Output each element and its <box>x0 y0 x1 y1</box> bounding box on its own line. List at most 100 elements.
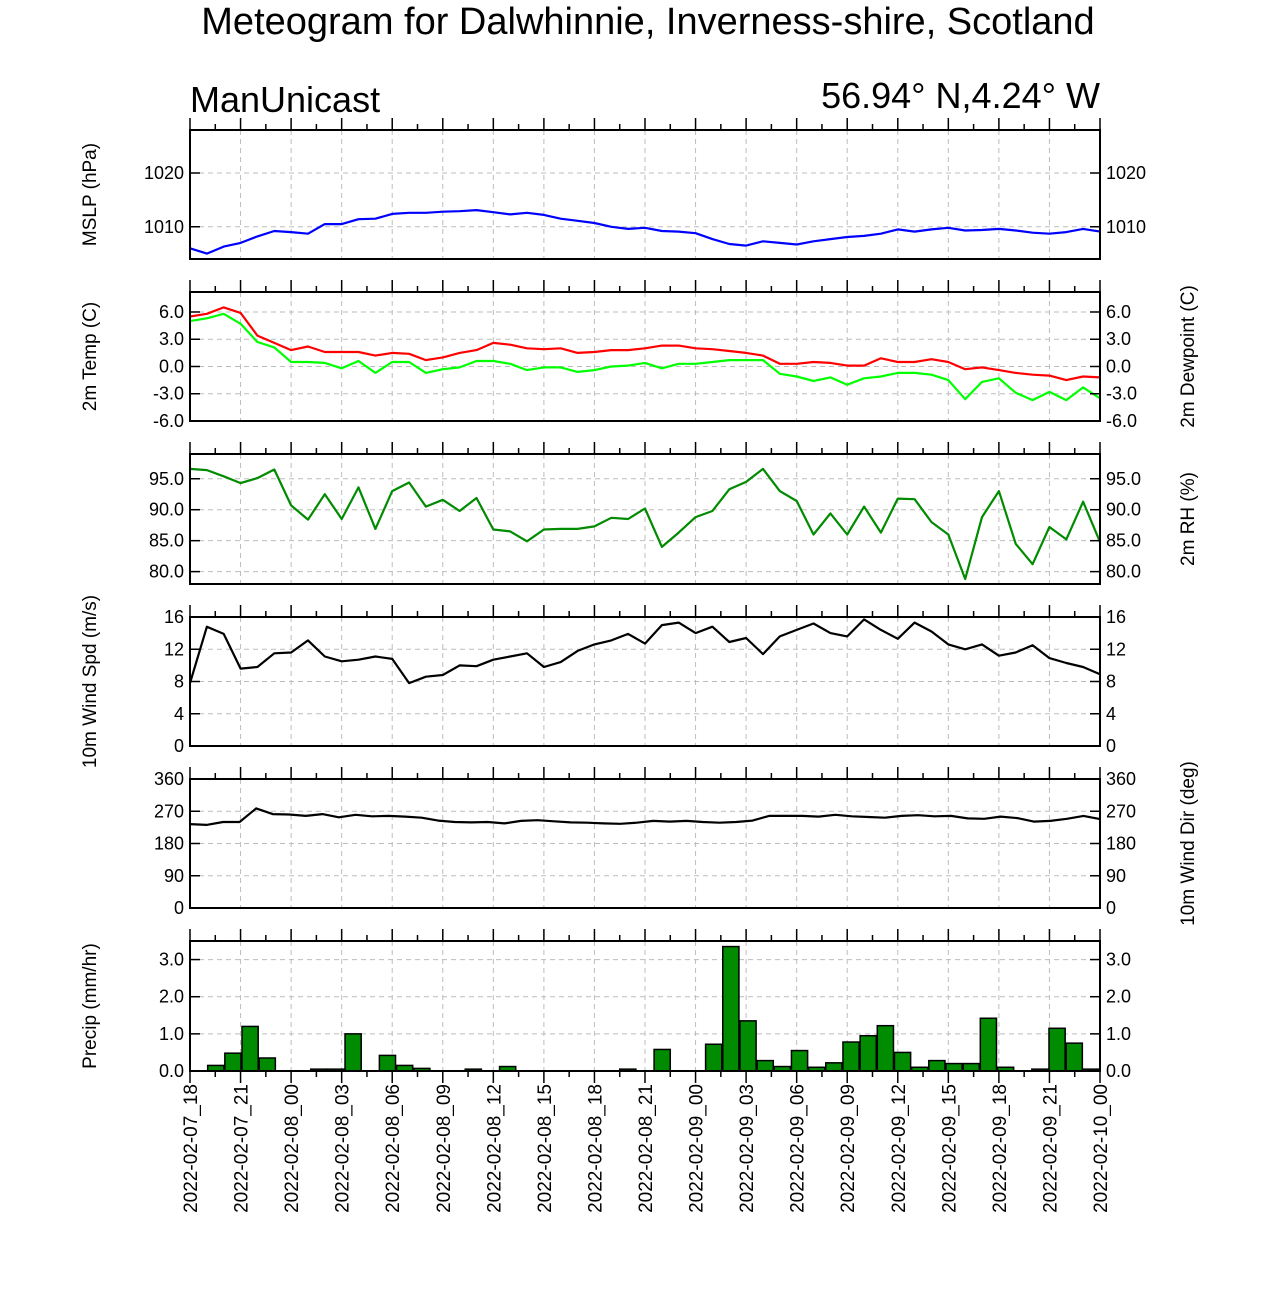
y-axis-label-right: 2m RH (%) <box>1178 472 1199 566</box>
precip-bar <box>842 1041 860 1072</box>
x-tick-label: 2022-02-09_03 <box>737 1084 758 1213</box>
x-tick-label: 2022-02-08_15 <box>535 1084 556 1213</box>
panel-frame <box>189 129 1101 260</box>
y-tick-label-right: 1010 <box>1106 217 1146 237</box>
y-tick-label-left: 16 <box>164 607 184 627</box>
precip-bar <box>945 1062 963 1072</box>
y-tick-label-left: 1.0 <box>159 1024 184 1044</box>
y-tick-label-left: 1020 <box>144 163 184 183</box>
x-tick-label: 2022-02-08_12 <box>484 1084 505 1213</box>
precip-bar <box>979 1017 998 1072</box>
y-tick-label-right: 1020 <box>1106 163 1146 183</box>
precip-bar <box>224 1052 242 1072</box>
series-line-2 <box>189 312 1101 402</box>
x-tick-label: 2022-02-08_21 <box>636 1084 657 1213</box>
y-tick-label-right: 0 <box>1106 898 1116 918</box>
precip-bar <box>344 1033 362 1072</box>
y-tick-label-left: 6.0 <box>159 302 184 322</box>
y-tick-label-left: 1010 <box>144 217 184 237</box>
series-line-1 <box>189 209 1101 255</box>
panel-frame <box>189 453 1101 585</box>
precip-bar <box>378 1054 397 1072</box>
x-tick-label: 2022-02-07_21 <box>232 1084 253 1213</box>
x-tick-label: 2022-02-08_00 <box>282 1084 303 1213</box>
series-line-1 <box>189 306 1101 382</box>
y-tick-label-right: 85.0 <box>1106 531 1141 551</box>
panel-frame <box>189 291 1101 422</box>
x-tick-label: 2022-02-09_21 <box>1040 1084 1061 1213</box>
y-tick-label-left: 360 <box>154 769 184 789</box>
precip-bar <box>876 1024 895 1072</box>
precip-bar <box>859 1034 878 1072</box>
y-tick-label-left: 80.0 <box>149 562 184 582</box>
y-axis-label-left: MSLP (hPa) <box>80 143 101 246</box>
precip-bar <box>241 1025 259 1072</box>
y-tick-label-left: 12 <box>164 639 184 659</box>
y-tick-label-left: 90.0 <box>149 500 184 520</box>
x-tick-label: 2022-02-09_12 <box>889 1084 910 1213</box>
y-tick-label-right: 0.0 <box>1106 356 1131 376</box>
y-tick-label-right: 8 <box>1106 672 1116 692</box>
x-tick-label: 2022-02-08_06 <box>383 1084 404 1213</box>
y-tick-label-left: 95.0 <box>149 469 184 489</box>
y-tick-label-right: 95.0 <box>1106 469 1141 489</box>
y-axis-label-right: 2m Dewpoint (C) <box>1178 285 1199 428</box>
precip-bar <box>704 1043 723 1072</box>
precip-bar <box>1048 1027 1066 1072</box>
precip-bar <box>790 1049 809 1072</box>
x-tick-label: 2022-02-08_18 <box>585 1084 606 1213</box>
precip-bar <box>258 1057 277 1072</box>
x-axis-labels: 2022-02-07_18 2022-02-07_21 2022-02-08_00 2… <box>181 1084 1112 1213</box>
y-tick-label-right: 180 <box>1106 834 1136 854</box>
precip-bar <box>1065 1042 1084 1072</box>
precip-bar <box>722 945 740 1072</box>
y-tick-label-right: 16 <box>1106 607 1126 627</box>
y-tick-label-left: 0 <box>174 898 184 918</box>
precip-bar <box>928 1059 946 1072</box>
x-tick-label: 2022-02-09_06 <box>788 1084 809 1213</box>
y-tick-label-right: 270 <box>1106 801 1136 821</box>
precip-bar <box>825 1062 843 1072</box>
y-tick-label-right: -3.0 <box>1106 384 1137 404</box>
y-axis-label-left: 10m Wind Spd (m/s) <box>80 595 101 768</box>
x-tick-label: 2022-02-09_18 <box>990 1084 1011 1213</box>
panel-5: 0 0 90 90 180 180 270 270 360 360 10m Wind Dir (de… <box>154 761 1199 926</box>
precip-bar <box>739 1020 757 1072</box>
panels-group: 1010 1010 1020 1020 MSLP (hPa) -6.0 -6.0 -3.0 -3… <box>80 118 1199 1083</box>
panel-1: 1010 1010 1020 1020 MSLP (hPa) <box>80 118 1146 260</box>
location-coordinates: 56.94° N,4.24° W <box>821 75 1100 116</box>
series-line-1 <box>189 467 1102 581</box>
y-tick-label-right: 3.0 <box>1106 950 1131 970</box>
y-tick-label-left: 2.0 <box>159 987 184 1007</box>
y-tick-label-left: 180 <box>154 834 184 854</box>
y-axis-label-left: 2m Temp (C) <box>80 302 101 411</box>
x-tick-label: 2022-02-08_03 <box>333 1084 354 1213</box>
y-axis-label-right: 10m Wind Dir (deg) <box>1178 761 1199 926</box>
model-name: ManUnicast <box>190 79 380 120</box>
panel-frame <box>189 940 1101 1072</box>
x-tick-label: 2022-02-09_00 <box>687 1084 708 1213</box>
y-tick-label-left: -3.0 <box>153 384 184 404</box>
x-tick-label: 2022-02-09_09 <box>838 1084 859 1213</box>
x-tick-label: 2022-02-07_18 <box>181 1084 202 1213</box>
x-tick-label: 2022-02-08_09 <box>434 1084 455 1213</box>
y-tick-label-right: 360 <box>1106 769 1136 789</box>
y-tick-label-right: 90 <box>1106 866 1126 886</box>
series-line-1 <box>189 807 1101 827</box>
panel-2: -6.0 -6.0 -3.0 -3.0 0.0 0.0 3.0 3.0 6.0 6.0 2m Tem… <box>80 280 1199 431</box>
y-tick-label-right: 90.0 <box>1106 500 1141 520</box>
y-tick-label-right: 0 <box>1106 736 1116 756</box>
y-axis-label-left: Precip (mm/hr) <box>80 943 101 1069</box>
precip-bar <box>893 1051 912 1072</box>
panel-4: 0 0 4 4 8 8 12 12 16 16 10m Wind Spd (m/s) <box>80 595 1126 768</box>
y-tick-label-left: 0.0 <box>159 356 184 376</box>
panel-3: 80.0 80.0 85.0 85.0 90.0 90.0 95.0 95.0 2m RH (%… <box>149 442 1199 585</box>
y-tick-label-right: 12 <box>1106 639 1126 659</box>
y-tick-label-left: 4 <box>174 704 184 724</box>
y-tick-label-left: 3.0 <box>159 950 184 970</box>
precip-bar <box>756 1059 775 1072</box>
y-tick-label-right: -6.0 <box>1106 411 1137 431</box>
panel-6: 0.0 0.0 1.0 1.0 2.0 2.0 3.0 3.0 Precip (mm/hr) <box>80 929 1131 1083</box>
x-tick-label: 2022-02-10_00 <box>1091 1084 1112 1213</box>
